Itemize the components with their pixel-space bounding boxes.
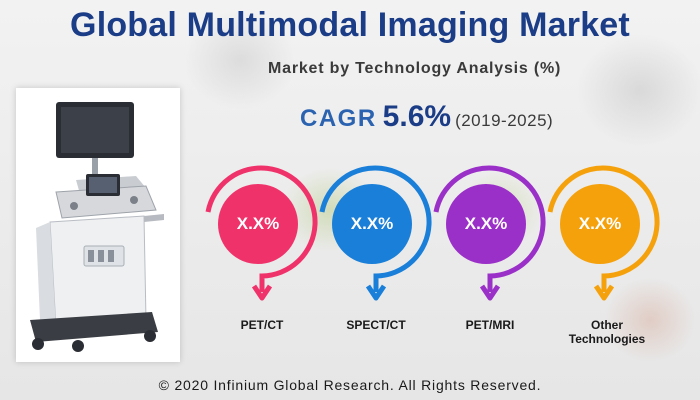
segment-spect-ct — [319, 165, 432, 301]
segment-label-other-technologies: Other Technologies — [552, 318, 662, 346]
segment-value-pet-ct: X.X% — [236, 214, 280, 233]
segment-label-line1: Other — [590, 318, 623, 332]
ultrasound-device-icon — [30, 102, 164, 352]
segment-value-other-technologies: X.X% — [578, 214, 622, 233]
cagr-value: 5.6% — [382, 100, 452, 133]
segment-circle-spect-ct — [332, 184, 412, 264]
cagr-period: (2019-2025) — [455, 111, 554, 130]
segment-pet-mri — [433, 165, 546, 301]
segment-circle-pet-mri — [446, 184, 526, 264]
imaging-device-image — [16, 88, 180, 362]
page-subtitle: Market by Technology Analysis (%) — [268, 60, 562, 77]
segment-label-pet-mri: PET/MRI — [465, 318, 515, 332]
page-title: Global Multimodal Imaging Market — [70, 6, 630, 44]
segment-label-pet-ct: PET/CT — [240, 318, 284, 332]
segment-value-spect-ct: X.X% — [350, 214, 394, 233]
copyright-footer: © 2020 Infinium Global Research. All Rig… — [158, 377, 542, 393]
segment-other-technologies — [547, 165, 660, 301]
cagr-label: CAGR — [300, 105, 377, 132]
segment-label-line2: Technologies — [568, 332, 646, 346]
segment-label-spect-ct: SPECT/CT — [346, 318, 406, 332]
segment-circle-other-technologies — [560, 184, 640, 264]
segment-circle-pet-ct — [218, 184, 298, 264]
segment-pet-ct — [205, 165, 318, 301]
segment-value-pet-mri: X.X% — [464, 214, 508, 233]
cagr-block: CAGR 5.6% (2019-2025) — [300, 100, 660, 134]
